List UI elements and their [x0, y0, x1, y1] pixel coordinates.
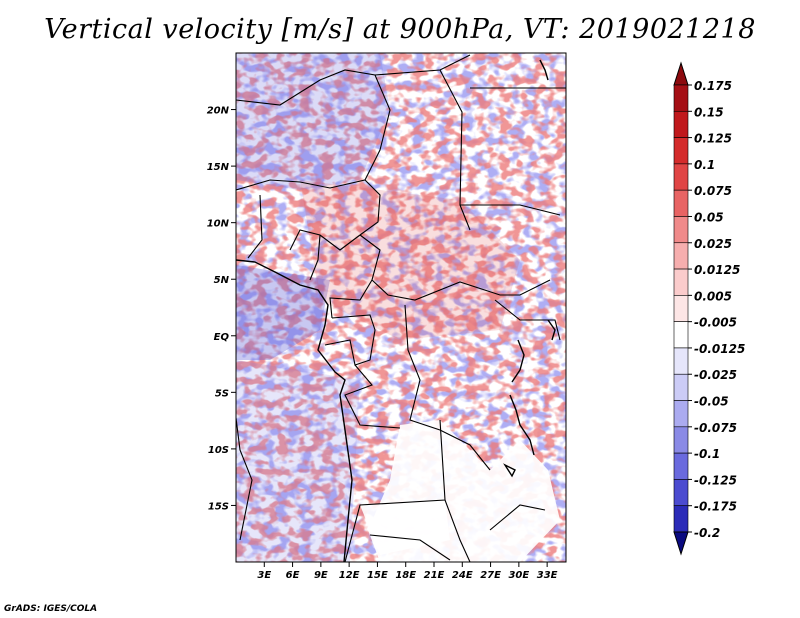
colorbar-label: 0.05 [694, 210, 724, 224]
colorbar-label: 0.1 [694, 158, 715, 172]
colorbar-swatch [673, 84, 689, 112]
lon-tick-label: 12E [339, 570, 360, 581]
colorbar-label: 0.075 [694, 184, 732, 198]
colorbar-swatch [673, 373, 689, 401]
colorbar-swatch [673, 189, 689, 217]
map-frame [235, 52, 567, 563]
map-title: Vertical velocity [m/s] at 900hPa, VT: 2… [44, 14, 756, 45]
lon-tick-label: 15E [367, 570, 388, 581]
southern-blue-region [236, 360, 360, 562]
lon-tick-label: 30E [508, 570, 529, 581]
lon-tick-label: 27E [480, 570, 501, 581]
colorbar-label: -0.125 [694, 473, 737, 487]
colorbar-swatch [673, 505, 689, 533]
colorbar-swatch [673, 295, 689, 322]
colorbar-top-arrow [673, 61, 689, 86]
lat-tick-label: EQ [214, 332, 230, 343]
longitude-axis: 3E 6E 9E 12E 15E 18E 21E 24E 27E 30E 33E [257, 562, 558, 581]
latitude-axis: 20N 15N 10N 5N EQ 5S 10S 15S [207, 106, 236, 512]
masked-region-kalahari [360, 500, 450, 555]
lat-tick-label: 10N [207, 219, 230, 230]
lon-tick-label: 9E [314, 570, 328, 581]
colorbar-swatch [673, 479, 689, 507]
colorbar-swatch [673, 216, 689, 244]
colorbar-label: 0.125 [694, 132, 732, 146]
colorbar-label: -0.175 [694, 500, 737, 514]
colorbar-swatch [673, 268, 689, 296]
coastlines [236, 59, 556, 562]
colorbar-swatch [673, 426, 689, 454]
colorbar-swatch [673, 163, 689, 191]
colorbar-label: -0.025 [694, 368, 737, 382]
lat-tick-label: 5S [215, 388, 229, 399]
west-africa-blue-region [236, 53, 390, 190]
lon-tick-label: 24E [452, 570, 473, 581]
credit-label: GrADS: IGES/COLA [4, 604, 98, 614]
colorbar-label: 0.005 [694, 289, 732, 303]
colorbar-swatch [673, 321, 689, 349]
colorbar-label: -0.2 [694, 526, 720, 540]
colorbar-label: -0.005 [694, 316, 737, 330]
country-borders [236, 54, 566, 562]
colorbar-swatch [673, 400, 689, 428]
gulf-of-guinea-blue-region [236, 265, 330, 360]
colorbar: 0.175 0.15 0.125 0.1 0.075 0.05 0.025 0.0125 0.0… [673, 61, 745, 556]
lat-tick-label: 10S [208, 445, 229, 456]
colorbar-bottom-arrow [673, 531, 689, 556]
lon-tick-label: 21E [424, 570, 445, 581]
lat-tick-label: 15S [208, 501, 229, 512]
lon-tick-label: 33E [537, 570, 558, 581]
colorbar-swatch [673, 452, 689, 480]
colorbar-label: 0.15 [694, 105, 724, 119]
lon-tick-label: 18E [395, 570, 416, 581]
vertical-velocity-field [236, 53, 566, 562]
colorbar-label: -0.1 [694, 447, 720, 461]
colorbar-label: -0.075 [694, 421, 737, 435]
colorbar-label: 0.025 [694, 237, 732, 251]
colorbar-label: 0.0125 [694, 263, 740, 277]
colorbar-swatch [673, 110, 689, 138]
colorbar-swatch [673, 137, 689, 165]
lat-tick-label: 5N [214, 275, 230, 286]
colorbar-label: -0.05 [694, 395, 729, 409]
lon-tick-label: 6E [286, 570, 300, 581]
colorbar-label: -0.0125 [694, 342, 745, 356]
lat-tick-label: 20N [207, 106, 230, 117]
colorbar-swatch [673, 347, 689, 375]
colorbar-swatch [673, 242, 689, 270]
lon-tick-label: 3E [257, 570, 271, 581]
lat-tick-label: 15N [207, 162, 230, 173]
colorbar-label: 0.175 [694, 79, 732, 93]
